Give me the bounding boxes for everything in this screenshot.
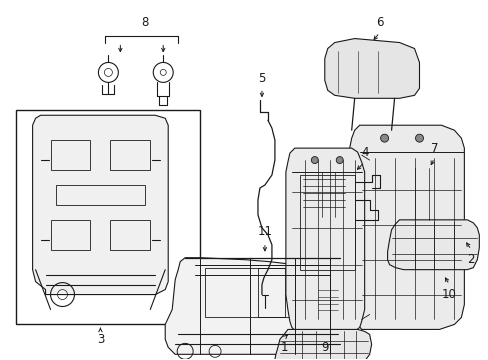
Polygon shape <box>33 115 168 294</box>
Bar <box>110 140 150 170</box>
Text: 6: 6 <box>375 16 383 29</box>
Bar <box>50 140 90 170</box>
Text: 7: 7 <box>430 141 437 155</box>
Bar <box>110 220 150 250</box>
Circle shape <box>380 134 388 142</box>
Ellipse shape <box>377 172 391 214</box>
Circle shape <box>311 157 318 163</box>
Text: 4: 4 <box>360 145 367 159</box>
Circle shape <box>415 134 423 142</box>
Polygon shape <box>274 329 371 360</box>
Text: 8: 8 <box>142 16 149 29</box>
Polygon shape <box>384 168 461 222</box>
Bar <box>16 110 200 324</box>
Bar <box>56 185 145 205</box>
Bar <box>50 220 90 250</box>
Text: 10: 10 <box>441 288 456 301</box>
Polygon shape <box>324 39 419 98</box>
Bar <box>258 268 322 318</box>
Bar <box>299 175 354 270</box>
Circle shape <box>336 157 343 163</box>
Text: 5: 5 <box>258 72 265 85</box>
Text: 3: 3 <box>97 333 104 346</box>
Text: 11: 11 <box>257 225 272 238</box>
Polygon shape <box>387 220 478 270</box>
Polygon shape <box>285 148 364 332</box>
Text: 9: 9 <box>320 341 328 354</box>
Text: 1: 1 <box>281 341 288 354</box>
Text: 2: 2 <box>467 253 474 266</box>
Polygon shape <box>349 125 464 329</box>
Bar <box>299 172 354 217</box>
Bar <box>204 268 285 318</box>
Bar <box>317 285 337 319</box>
Polygon shape <box>165 258 339 354</box>
